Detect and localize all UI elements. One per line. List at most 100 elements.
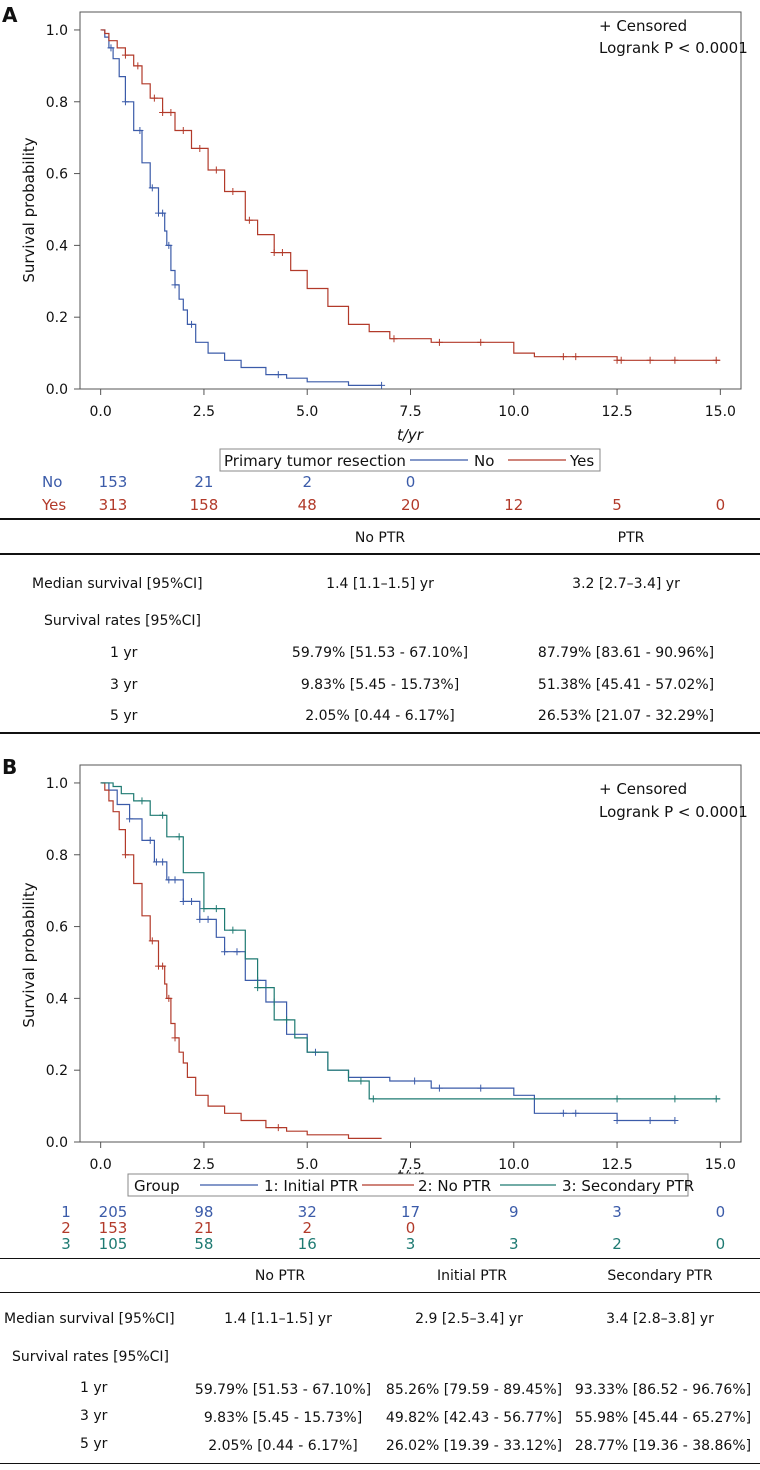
row-label-3yr-b: 3 yr bbox=[80, 1408, 108, 1424]
censor-mark-b-1-initial-ptr-22 bbox=[671, 1116, 679, 1124]
km-curve-a-no bbox=[100, 29, 382, 386]
censored-note-a: + Censored bbox=[599, 17, 687, 35]
y-tick-label-a-3: 0.6 bbox=[46, 167, 68, 183]
median-secondary-ptr-b: 3.4 [2.8–3.8] yr bbox=[606, 1311, 714, 1327]
censor-mark-b-1-initial-ptr-21 bbox=[646, 1116, 654, 1124]
table-top-rule-a bbox=[0, 518, 760, 520]
censor-mark-b-3-secondary-ptr-2 bbox=[175, 833, 183, 841]
censor-mark-b-1-initial-ptr-10 bbox=[221, 948, 229, 956]
legend-label-no: No bbox=[474, 452, 494, 470]
rate-5yr-ptr-a: 26.53% [21.07 - 32.29%] bbox=[537, 708, 715, 724]
censor-mark-a-yes-11 bbox=[278, 249, 286, 257]
rate-1yr-secondary-ptr-b: 93.33% [86.52 - 96.76%] bbox=[574, 1382, 752, 1398]
x-tick-label-a-5: 12.5 bbox=[601, 404, 632, 420]
censor-mark-b-1-initial-ptr-9 bbox=[204, 915, 212, 923]
risk-count-b-1-1: 21 bbox=[194, 1219, 213, 1237]
censor-mark-a-yes-2 bbox=[150, 94, 158, 102]
censor-mark-a-yes-5 bbox=[179, 126, 187, 134]
km-curve-b-1-initial-ptr bbox=[100, 782, 675, 1122]
censor-mark-a-yes-3 bbox=[159, 109, 167, 117]
plot-frame-a bbox=[79, 11, 742, 390]
risk-count-b-0-1: 98 bbox=[194, 1203, 213, 1221]
panel-letter-b: B bbox=[2, 755, 17, 779]
censor-mark-b-3-secondary-ptr-3 bbox=[200, 905, 208, 913]
header-ptr-a: PTR bbox=[617, 530, 645, 546]
risk-count-b-0-5: 3 bbox=[612, 1203, 622, 1221]
risk-count-b-0-4: 9 bbox=[509, 1203, 519, 1221]
median-initial-ptr-b: 2.9 [2.5–3.4] yr bbox=[415, 1311, 523, 1327]
summary-table-b: No PTR Initial PTR Secondary PTR Median … bbox=[0, 1258, 760, 1468]
risk-count-b-2-2: 16 bbox=[298, 1235, 317, 1253]
risk-count-b-2-5: 2 bbox=[612, 1235, 622, 1253]
risk-count-b-2-4: 3 bbox=[509, 1235, 519, 1253]
x-tick-label-a-0: 0.0 bbox=[90, 404, 112, 420]
risk-count-b-0-0: 205 bbox=[99, 1203, 128, 1221]
censor-mark-b-3-secondary-ptr-6 bbox=[254, 984, 262, 992]
rate-3yr-secondary-ptr-b: 55.98% [45.44 - 65.27%] bbox=[574, 1410, 752, 1426]
y-tick-label-b-5: 1.0 bbox=[46, 776, 68, 792]
risk-count-a-1-3: 20 bbox=[401, 496, 420, 514]
censor-mark-b-1-initial-ptr-5 bbox=[171, 876, 179, 884]
censor-mark-b-3-secondary-ptr-10 bbox=[613, 1095, 621, 1103]
header-secondary-ptr-b: Secondary PTR bbox=[607, 1268, 713, 1284]
censor-mark-b-1-initial-ptr-16 bbox=[435, 1084, 443, 1092]
rates-label-b: Survival rates [95%CI] bbox=[12, 1349, 170, 1365]
legend-label-initial-ptr: 1: Initial PTR bbox=[264, 1177, 358, 1195]
risk-count-b-1-3: 0 bbox=[406, 1219, 416, 1237]
legend-risk-b: Group 1: Initial PTR 2: No PTR 3: Second… bbox=[61, 1173, 725, 1253]
censor-mark-b-2-no-ptr-6 bbox=[274, 1124, 282, 1132]
y-tick-label-a-4: 0.8 bbox=[46, 95, 68, 111]
x-tick-label-a-1: 2.5 bbox=[193, 404, 215, 420]
summary-table-a: No PTR PTR Median survival [95%CI] 1.4 [… bbox=[0, 518, 760, 736]
rate-3yr-ptr-a: 51.38% [45.41 - 57.02%] bbox=[537, 677, 715, 693]
censor-mark-a-no-8 bbox=[188, 320, 196, 328]
censor-mark-a-yes-7 bbox=[212, 166, 220, 174]
rate-3yr-no-ptr-b: 9.83% [5.45 - 15.73%] bbox=[203, 1410, 363, 1426]
header-initial-ptr-b: Initial PTR bbox=[437, 1268, 507, 1284]
risk-count-b-1-0: 153 bbox=[99, 1219, 128, 1237]
censored-note-b: + Censored bbox=[599, 780, 687, 798]
x-tick-label-a-2: 5.0 bbox=[296, 404, 318, 420]
x-tick-label-b-6: 15.0 bbox=[705, 1157, 736, 1173]
censor-mark-b-3-secondary-ptr-11 bbox=[671, 1095, 679, 1103]
median-no-ptr-a: 1.4 [1.1–1.5] yr bbox=[326, 576, 434, 592]
censor-mark-a-yes-16 bbox=[572, 353, 580, 361]
censor-mark-a-no-5 bbox=[159, 209, 167, 217]
plot-frame-b bbox=[79, 764, 742, 1143]
censor-mark-a-yes-15 bbox=[559, 353, 567, 361]
risk-count-b-2-3: 3 bbox=[406, 1235, 416, 1253]
x-tick-label-b-0: 0.0 bbox=[90, 1157, 112, 1173]
legend-label-secondary-ptr: 3: Secondary PTR bbox=[562, 1177, 694, 1195]
legend-label-no-ptr: 2: No PTR bbox=[418, 1177, 491, 1195]
censor-mark-a-no-3 bbox=[148, 184, 156, 192]
km-curve-b-3-secondary-ptr bbox=[100, 782, 721, 1100]
censor-mark-b-3-secondary-ptr-7 bbox=[283, 1016, 291, 1024]
censor-mark-a-yes-4 bbox=[167, 109, 175, 117]
censor-mark-a-yes-13 bbox=[435, 338, 443, 346]
censor-mark-b-1-initial-ptr-15 bbox=[411, 1077, 419, 1085]
rate-1yr-no-ptr-a: 59.79% [51.53 - 67.10%] bbox=[291, 645, 469, 661]
censor-mark-a-yes-6 bbox=[196, 144, 204, 152]
censor-mark-a-yes-19 bbox=[646, 356, 654, 364]
rate-1yr-ptr-a: 87.79% [83.61 - 90.96%] bbox=[537, 645, 715, 661]
censor-mark-b-2-no-ptr-5 bbox=[171, 1034, 179, 1042]
censor-mark-a-yes-21 bbox=[712, 356, 720, 364]
risk-count-b-0-2: 32 bbox=[298, 1203, 317, 1221]
censor-mark-a-no-7 bbox=[171, 281, 179, 289]
row-label-3yr-a: 3 yr bbox=[110, 677, 138, 693]
y-tick-label-a-0: 0.0 bbox=[46, 382, 68, 398]
rate-1yr-initial-ptr-b: 85.26% [79.59 - 89.45%] bbox=[385, 1382, 563, 1398]
x-ticks-a: 0.0 2.5 5.0 7.5 10.0 12.5 15.0 bbox=[90, 389, 736, 420]
x-tick-label-a-3: 7.5 bbox=[399, 404, 421, 420]
censor-mark-b-2-no-ptr-3 bbox=[159, 962, 167, 970]
table-header-rule-b bbox=[0, 1292, 760, 1293]
censor-mark-b-3-secondary-ptr-8 bbox=[357, 1077, 365, 1085]
censor-mark-b-1-initial-ptr-20 bbox=[613, 1116, 621, 1124]
censor-mark-b-1-initial-ptr-7 bbox=[188, 897, 196, 905]
risk-count-a-0-3: 0 bbox=[406, 473, 416, 491]
curves-b bbox=[100, 782, 721, 1139]
risk-count-a-1-5: 5 bbox=[612, 496, 622, 514]
y-tick-label-b-1: 0.2 bbox=[46, 1063, 68, 1079]
risk-count-b-0-3: 17 bbox=[401, 1203, 420, 1221]
header-no-ptr-a: No PTR bbox=[354, 530, 406, 546]
